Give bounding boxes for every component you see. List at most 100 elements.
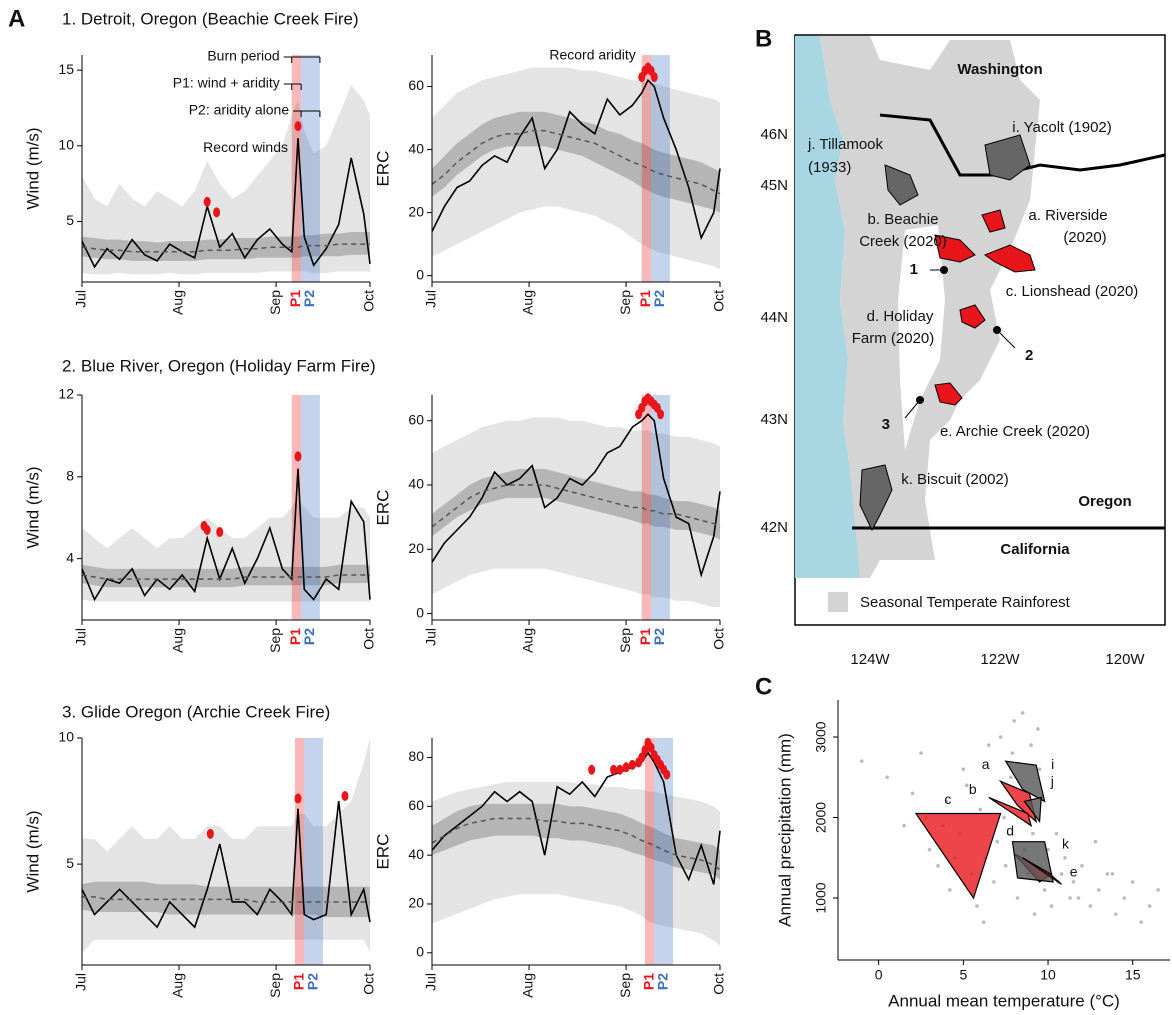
y-tick-label: 12 [58, 386, 74, 402]
point [1113, 912, 1118, 916]
point [1063, 855, 1067, 860]
lon-label: 124W [850, 651, 890, 668]
panel-label: A [8, 5, 25, 32]
fire-label-line: (1933) [808, 159, 851, 176]
y-tick-label: 20 [408, 540, 424, 556]
point [1029, 743, 1033, 747]
x-tick-label: Jul [73, 290, 89, 308]
fire [981, 209, 1006, 233]
period-label: P2 [304, 973, 320, 990]
series-line [431, 484, 721, 528]
period-label: P1 [287, 290, 303, 307]
x-tick-label: Jul [423, 973, 439, 991]
fire-label-line: Creek (2020) [859, 233, 947, 250]
fire-label: b. Beachie Creek (2020) [859, 211, 947, 250]
period-label: P2 [301, 290, 317, 307]
old-fire [859, 464, 893, 532]
polygon-label: j [1050, 773, 1054, 789]
x-tick-label: 0 [875, 967, 883, 983]
fire-label-line: a. Riverside [1028, 207, 1107, 224]
fire-label: j. Tillamook (1933) [807, 136, 884, 176]
period-label: P1 [637, 628, 653, 645]
period-label: P1 [290, 973, 306, 990]
polygon-label: e [1070, 863, 1078, 879]
series-line [431, 78, 721, 241]
point [859, 759, 864, 763]
y-tick-label: 5 [66, 855, 74, 871]
fire [934, 382, 963, 406]
point [992, 880, 996, 884]
site-label: 2 [1025, 347, 1033, 364]
point [975, 904, 979, 908]
point [944, 799, 949, 804]
series-line [431, 129, 721, 195]
y-axis-label: Annual precipitation (mm) [775, 733, 794, 927]
point [919, 751, 923, 755]
point [1122, 896, 1127, 900]
x-tick-label: Oct [711, 290, 727, 312]
fire-label: i. Yacolt (1902) [1012, 119, 1112, 136]
point [1015, 896, 1020, 900]
y-tick-label: 40 [408, 846, 424, 862]
y-tick-label: 2000 [813, 802, 829, 833]
map: 1 2 3 Washington Oregon California i. Ya… [760, 34, 1166, 668]
panel-label: C [755, 673, 772, 700]
row-title: 3. Glide Oregon (Archie Creek Fire) [62, 702, 330, 721]
lat-label: 46N [760, 126, 788, 143]
period-label: P2 [651, 628, 667, 645]
x-tick-label: Aug [520, 628, 536, 653]
x-axis-label: Annual mean temperature (°C) [888, 991, 1120, 1010]
y-tick-label: 0 [416, 266, 424, 282]
record-dot [628, 759, 636, 770]
fire [983, 244, 1036, 273]
point [995, 839, 1000, 844]
band [82, 232, 370, 261]
state-label: Oregon [1078, 493, 1131, 510]
ocean [795, 36, 860, 578]
y-tick-label: 8 [66, 468, 74, 484]
y-tick-label: 3000 [813, 721, 829, 752]
band [432, 803, 720, 880]
y-axis-label: Wind (m/s) [23, 127, 42, 209]
period [644, 738, 655, 965]
record-dot [294, 793, 302, 804]
lat-label: 42N [760, 519, 788, 536]
x-tick-label: Oct [361, 290, 377, 312]
point [1105, 872, 1110, 876]
x-tick-label: 5 [959, 967, 967, 983]
y-tick-label: 60 [408, 77, 424, 93]
fire-label: e. Archie Creek (2020) [940, 423, 1090, 440]
point [1068, 896, 1072, 900]
x-tick-label: Sep [617, 290, 633, 315]
row-title: 2. Blue River, Oregon (Holiday Farm Fire… [62, 356, 376, 375]
record-dot [216, 527, 224, 538]
x-tick-label: Oct [361, 973, 377, 995]
point [1088, 904, 1093, 908]
record-dot [341, 791, 349, 802]
point [1012, 719, 1016, 723]
period [301, 395, 320, 620]
bracket-label: P1: wind + aridity [173, 75, 280, 91]
point [947, 888, 952, 892]
point [1130, 880, 1135, 884]
point [902, 823, 906, 828]
fire-label-line: b. Beachie [868, 211, 939, 228]
period-label: P1 [640, 973, 656, 990]
bracket [283, 83, 302, 90]
point [986, 743, 991, 747]
period-label: P2 [654, 973, 670, 990]
series-line [81, 243, 370, 253]
series-line [431, 751, 721, 885]
record-dot [203, 525, 211, 535]
site-dot [916, 396, 924, 404]
y-axis-label: ERC [373, 834, 392, 870]
x-tick-label: 10 [1040, 967, 1056, 983]
point [1010, 751, 1015, 755]
site-dot [940, 266, 948, 274]
x-tick-label: Oct [711, 628, 727, 650]
polygon-label: k [1062, 835, 1070, 851]
band [432, 468, 720, 540]
period-label: P2 [301, 628, 317, 645]
record-dot [657, 409, 665, 420]
polygon-label: i [1051, 756, 1054, 772]
